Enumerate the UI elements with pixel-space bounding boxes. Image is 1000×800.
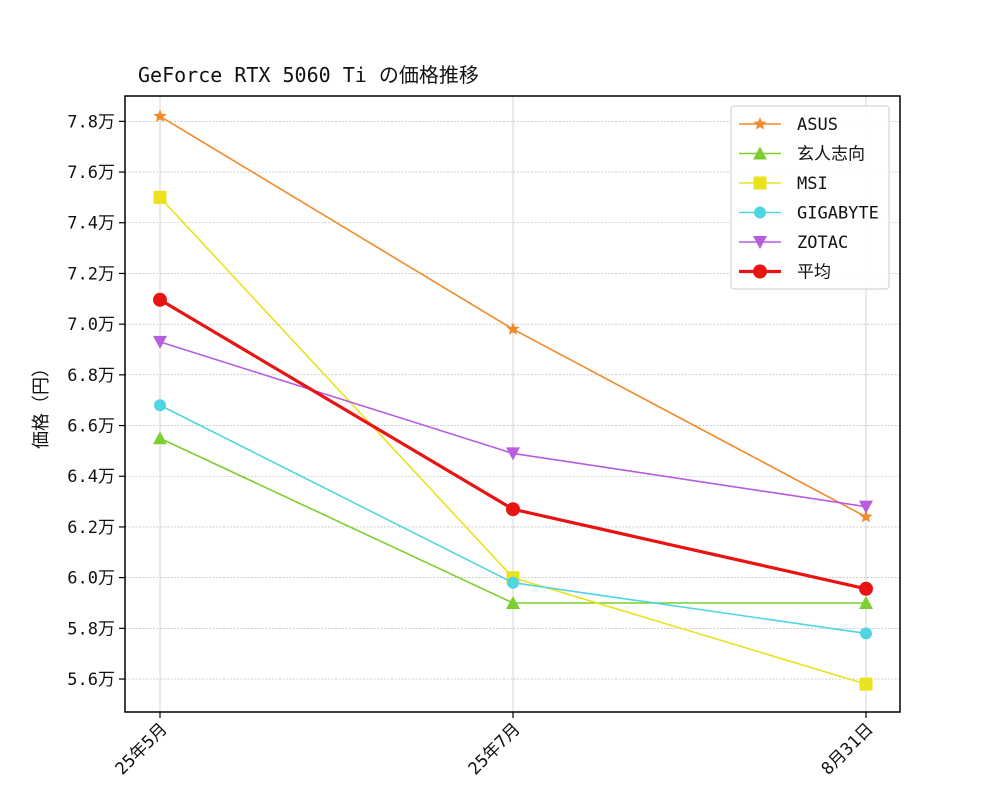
- y-tick-label: 7.0万: [67, 315, 115, 335]
- legend: ASUS 玄人志向 MSI GIGABYTE ZOTAC 平均: [730, 105, 890, 290]
- x-tick-label: 8月31日: [818, 719, 878, 779]
- data-point-marker: [506, 502, 520, 517]
- legend-marker: [753, 264, 767, 279]
- series-5: [153, 292, 873, 596]
- series-0: [153, 109, 873, 523]
- y-tick-label: 5.8万: [67, 619, 115, 639]
- legend-item: 玄人志向: [739, 145, 865, 165]
- data-point-marker: [859, 500, 873, 514]
- legend-item: ZOTAC: [739, 233, 848, 253]
- y-tick-label: 7.6万: [67, 163, 115, 183]
- series-lines: [153, 109, 873, 691]
- y-tick-label: 6.0万: [67, 569, 115, 589]
- data-point-marker: [860, 627, 872, 640]
- data-point-marker: [506, 595, 520, 609]
- legend-label: 平均: [797, 263, 831, 283]
- y-tick-label: 5.6万: [67, 670, 115, 690]
- data-point-marker: [859, 581, 873, 596]
- data-point-marker: [859, 509, 873, 523]
- legend-label: 玄人志向: [797, 145, 865, 165]
- legend-item: ASUS: [739, 115, 838, 135]
- legend-item: 平均: [739, 263, 831, 283]
- x-tick-label: 25年7月: [465, 719, 525, 779]
- y-tick-label: 6.2万: [67, 518, 115, 538]
- legend-item: MSI: [739, 174, 828, 194]
- legend-label: MSI: [797, 174, 828, 194]
- data-point-marker: [153, 109, 167, 122]
- legend-marker: [753, 146, 767, 160]
- data-point-marker: [507, 576, 519, 589]
- data-point-marker: [859, 677, 873, 691]
- legend-label: ASUS: [797, 115, 838, 135]
- series-3: [154, 399, 872, 640]
- data-point-marker: [153, 335, 167, 349]
- data-point-marker: [153, 431, 167, 445]
- data-point-marker: [506, 447, 520, 461]
- y-tick-label: 6.4万: [67, 467, 115, 487]
- legend-label: ZOTAC: [797, 233, 848, 253]
- legend-marker: [753, 176, 767, 190]
- y-axis-label: 価格（円）: [31, 359, 52, 449]
- y-tick-label: 7.8万: [67, 112, 115, 132]
- legend-box: [730, 105, 890, 290]
- y-tick-label: 7.4万: [67, 214, 115, 234]
- series-4: [153, 335, 873, 514]
- chart-title: GeForce RTX 5060 Ti の価格推移: [138, 63, 479, 87]
- data-point-marker: [153, 292, 167, 307]
- y-tick-label: 6.6万: [67, 417, 115, 437]
- x-tick-label: 25年5月: [112, 719, 172, 779]
- x-axis-ticks: 25年5月 25年7月 8月31日: [112, 712, 878, 779]
- legend-marker: [754, 206, 766, 219]
- legend-item: GIGABYTE: [739, 204, 879, 224]
- legend-label: GIGABYTE: [797, 204, 879, 224]
- legend-marker: [753, 117, 767, 130]
- y-axis-ticks: 5.6万 5.8万 6.0万 6.2万 6.4万 6.6万 6.8万 7.0万 7.2万 7.4万…: [67, 112, 125, 690]
- data-point-marker: [859, 595, 873, 609]
- y-tick-label: 7.2万: [67, 264, 115, 284]
- y-tick-label: 6.8万: [67, 366, 115, 386]
- data-point-marker: [154, 399, 166, 412]
- legend-marker: [753, 236, 767, 249]
- data-point-marker: [153, 190, 167, 204]
- data-point-marker: [506, 322, 520, 335]
- series-1: [153, 431, 873, 609]
